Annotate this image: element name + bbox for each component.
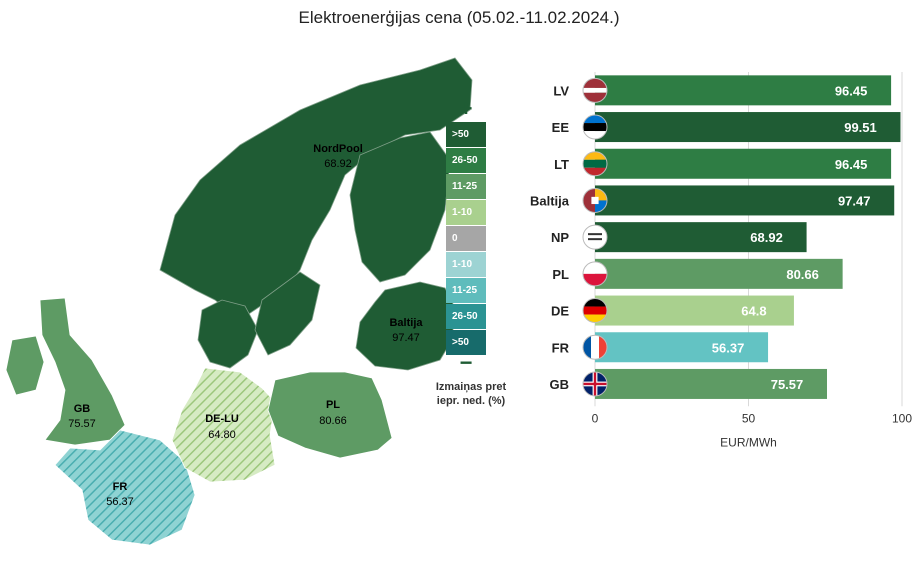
x-tick-label: 50	[742, 411, 756, 425]
map-region-baltija	[355, 281, 456, 371]
legend-item: 11-25	[446, 174, 486, 199]
germany-flag-icon	[582, 298, 608, 324]
minus-icon: −	[459, 350, 473, 375]
bar-de	[595, 295, 794, 326]
change-legend: + >50 26-50 11-25 1-10 0 1-10 11-25 26-50 >50 −	[446, 96, 486, 375]
map-label-baltija: Baltija	[389, 317, 423, 329]
legend-caption-line2: iepr. ned. (%)	[436, 395, 506, 407]
map-value-gb: 75.57	[68, 418, 96, 430]
map-region-gb	[39, 297, 126, 446]
bar-value-label: 56.37	[712, 340, 745, 355]
latvia-flag-icon	[582, 77, 608, 103]
bar-value-label: 97.47	[838, 193, 871, 208]
map-value-nordpool: 68.92	[324, 158, 352, 170]
bar-pl	[595, 258, 843, 289]
map-value-baltija: 97.47	[392, 332, 420, 344]
bar-lt	[595, 148, 892, 179]
map-value-pl: 80.66	[319, 415, 347, 427]
bar-baltija	[595, 185, 895, 216]
map-label-pl: PL	[326, 399, 340, 411]
map-label-de-lu: DE-LU	[205, 413, 239, 425]
bar-value-label: 96.45	[835, 157, 868, 172]
bar-value-label: 80.66	[786, 267, 819, 282]
category-label: DE	[551, 304, 569, 319]
category-label: LT	[554, 157, 569, 172]
category-label: EE	[552, 120, 570, 135]
legend-item: 26-50	[446, 148, 486, 173]
category-label: Baltija	[530, 193, 570, 208]
map-label-gb: GB	[74, 403, 91, 415]
map-region-denmark	[197, 299, 259, 369]
nordpool-logo-icon	[582, 224, 608, 250]
france-flag-icon	[582, 334, 608, 360]
legend-item: >50	[446, 330, 486, 355]
lithuania-flag-icon	[582, 151, 608, 177]
legend-item: 1-10	[446, 200, 486, 225]
plus-icon: +	[459, 96, 473, 121]
map-region-finland	[349, 131, 451, 283]
bar-value-label: 96.45	[835, 83, 868, 98]
map-value-fr: 56.37	[106, 496, 134, 508]
bar-value-label: 75.57	[771, 377, 804, 392]
bar-value-label: 68.92	[750, 230, 783, 245]
map-value-de-lu: 64.80	[208, 429, 236, 441]
legend-item: 26-50	[446, 304, 486, 329]
bar-value-label: 64.8	[741, 304, 766, 319]
x-tick-label: 100	[892, 411, 912, 425]
category-label: LV	[553, 83, 569, 98]
category-label: FR	[552, 340, 570, 355]
map-region-nordpool	[159, 57, 473, 321]
uk-flag-icon	[582, 371, 608, 397]
chart-title: Elektroenerģijas cena (05.02.-11.02.2024…	[298, 8, 620, 27]
poland-flag-icon	[582, 261, 608, 287]
map-region-se-south	[254, 271, 321, 356]
category-label: GB	[550, 377, 570, 392]
legend-item: 0	[446, 226, 486, 251]
bar-fr	[595, 332, 769, 363]
map-region-pl	[267, 371, 393, 459]
map-region-de-lu	[171, 367, 276, 483]
bar-lv	[595, 75, 892, 106]
baltic-flag-icon	[582, 187, 608, 213]
price-bar-chart: 0 50 100 EUR/MWh LV 96.45 EE 99.51 LT 96.45 Baltij…	[530, 72, 912, 449]
bar-ee	[595, 112, 901, 143]
map-label-nordpool: NordPool	[313, 143, 363, 155]
legend-caption: Izmaiņas pret iepr. ned. (%)	[425, 380, 517, 408]
x-tick-label: 0	[592, 411, 599, 425]
legend-item: 1-10	[446, 252, 486, 277]
bar-value-label: 99.51	[844, 120, 877, 135]
legend-caption-line1: Izmaiņas pret	[435, 381, 507, 393]
legend-item: >50	[446, 122, 486, 147]
category-label: NP	[551, 230, 569, 245]
map-label-fr: FR	[113, 481, 128, 493]
bar-gb	[595, 368, 827, 399]
legend-item: 11-25	[446, 278, 486, 303]
category-label: PL	[552, 267, 569, 282]
estonia-flag-icon	[582, 114, 608, 140]
map-region-ireland	[5, 335, 45, 396]
x-axis-label: EUR/MWh	[720, 435, 777, 449]
bar-np	[595, 222, 807, 253]
europe-map: NordPool 68.92 Baltija 97.47 GB 75.57 PL…	[5, 57, 473, 546]
